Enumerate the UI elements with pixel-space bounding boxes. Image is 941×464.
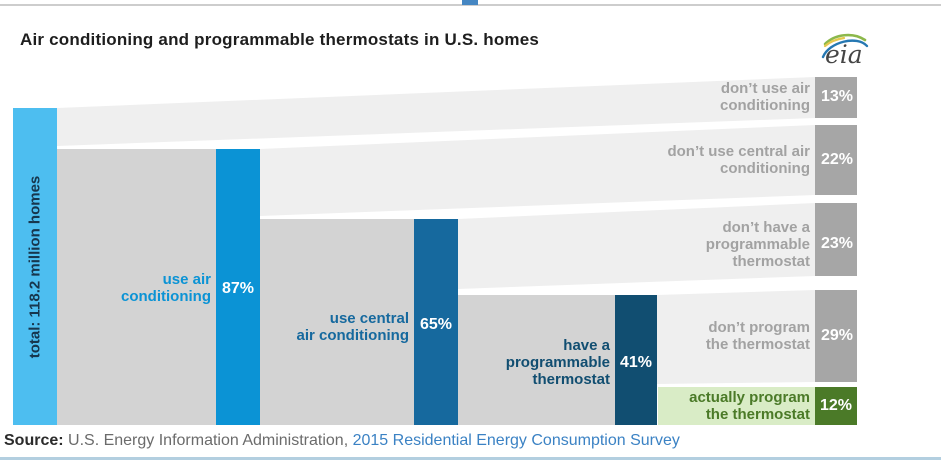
bar-don-t-use-air-conditioning <box>815 77 857 118</box>
bar-use-air-conditioning <box>216 149 260 425</box>
pct-don-t-use-air-conditioning: 13% <box>820 88 854 105</box>
bar-total-homes: total: 118.2 million homes <box>13 108 57 425</box>
logo-yellow-arc <box>823 36 846 48</box>
bar-actually-program-the-thermostat <box>815 387 857 425</box>
label-don-t-have-a-programmable-thermostat: don’t have a programmable thermostat <box>705 219 810 270</box>
label-don-t-use-air-conditioning: don’t use air conditioning <box>720 80 810 114</box>
eia-logo: eia <box>818 31 872 69</box>
bar-don-t-have-a-programmable-thermostat <box>815 203 857 276</box>
body-have-a-programmable-thermostat <box>458 295 615 425</box>
label-actually-program-the-thermostat: actually program the thermostat <box>689 389 810 423</box>
logo-blue-arc <box>821 39 869 59</box>
source-line: Source: U.S. Energy Information Administ… <box>4 432 680 450</box>
bar-don-t-use-central-air-conditioning <box>815 125 857 195</box>
source-link[interactable]: 2015 Residential Energy Consumption Surv… <box>352 432 680 449</box>
pct-don-t-use-central-air-conditioning: 22% <box>820 151 854 168</box>
wedge-don-t-use-air-conditioning <box>57 77 815 146</box>
wedge-don-t-use-central-air-conditioning <box>260 125 815 216</box>
wedge-don-t-program-the-thermostat <box>657 290 815 384</box>
page-title: Air conditioning and programmable thermo… <box>20 30 540 49</box>
label-use-central-air-conditioning: use central air conditioning <box>296 310 410 344</box>
logo-text: eia <box>825 40 863 69</box>
bar-have-a-programmable-thermostat <box>615 295 657 425</box>
source-text: U.S. Energy Information Administration, <box>63 432 353 449</box>
pct-don-t-program-the-thermostat: 29% <box>820 327 854 344</box>
pct-actually-program-the-thermostat: 12% <box>819 397 853 414</box>
body-use-central-air-conditioning <box>260 219 414 425</box>
bar-use-central-air-conditioning <box>414 219 458 425</box>
logo-green-arc <box>823 33 867 46</box>
pct-use-central-air-conditioning: 65% <box>419 316 453 333</box>
body-use-air-conditioning <box>57 149 216 425</box>
source-label: Source: <box>4 432 64 449</box>
top-divider <box>0 4 941 6</box>
bar-don-t-program-the-thermostat <box>815 290 857 382</box>
pct-don-t-have-a-programmable-thermostat: 23% <box>820 235 854 252</box>
pct-have-a-programmable-thermostat: 41% <box>619 354 653 371</box>
label-don-t-program-the-thermostat: don’t program the thermostat <box>705 319 810 353</box>
label-have-a-programmable-thermostat: have a programmable thermostat <box>505 337 610 388</box>
pct-use-air-conditioning: 87% <box>221 280 255 297</box>
total-homes-label: total: 118.2 million homes <box>26 175 44 358</box>
wedge-don-t-have-a-programmable-thermostat <box>458 203 815 289</box>
scroll-indicator <box>462 0 478 5</box>
label-don-t-use-central-air-conditioning: don’t use central air conditioning <box>667 143 810 177</box>
bottom-divider <box>0 457 941 460</box>
label-use-air-conditioning: use air conditioning <box>121 271 211 305</box>
